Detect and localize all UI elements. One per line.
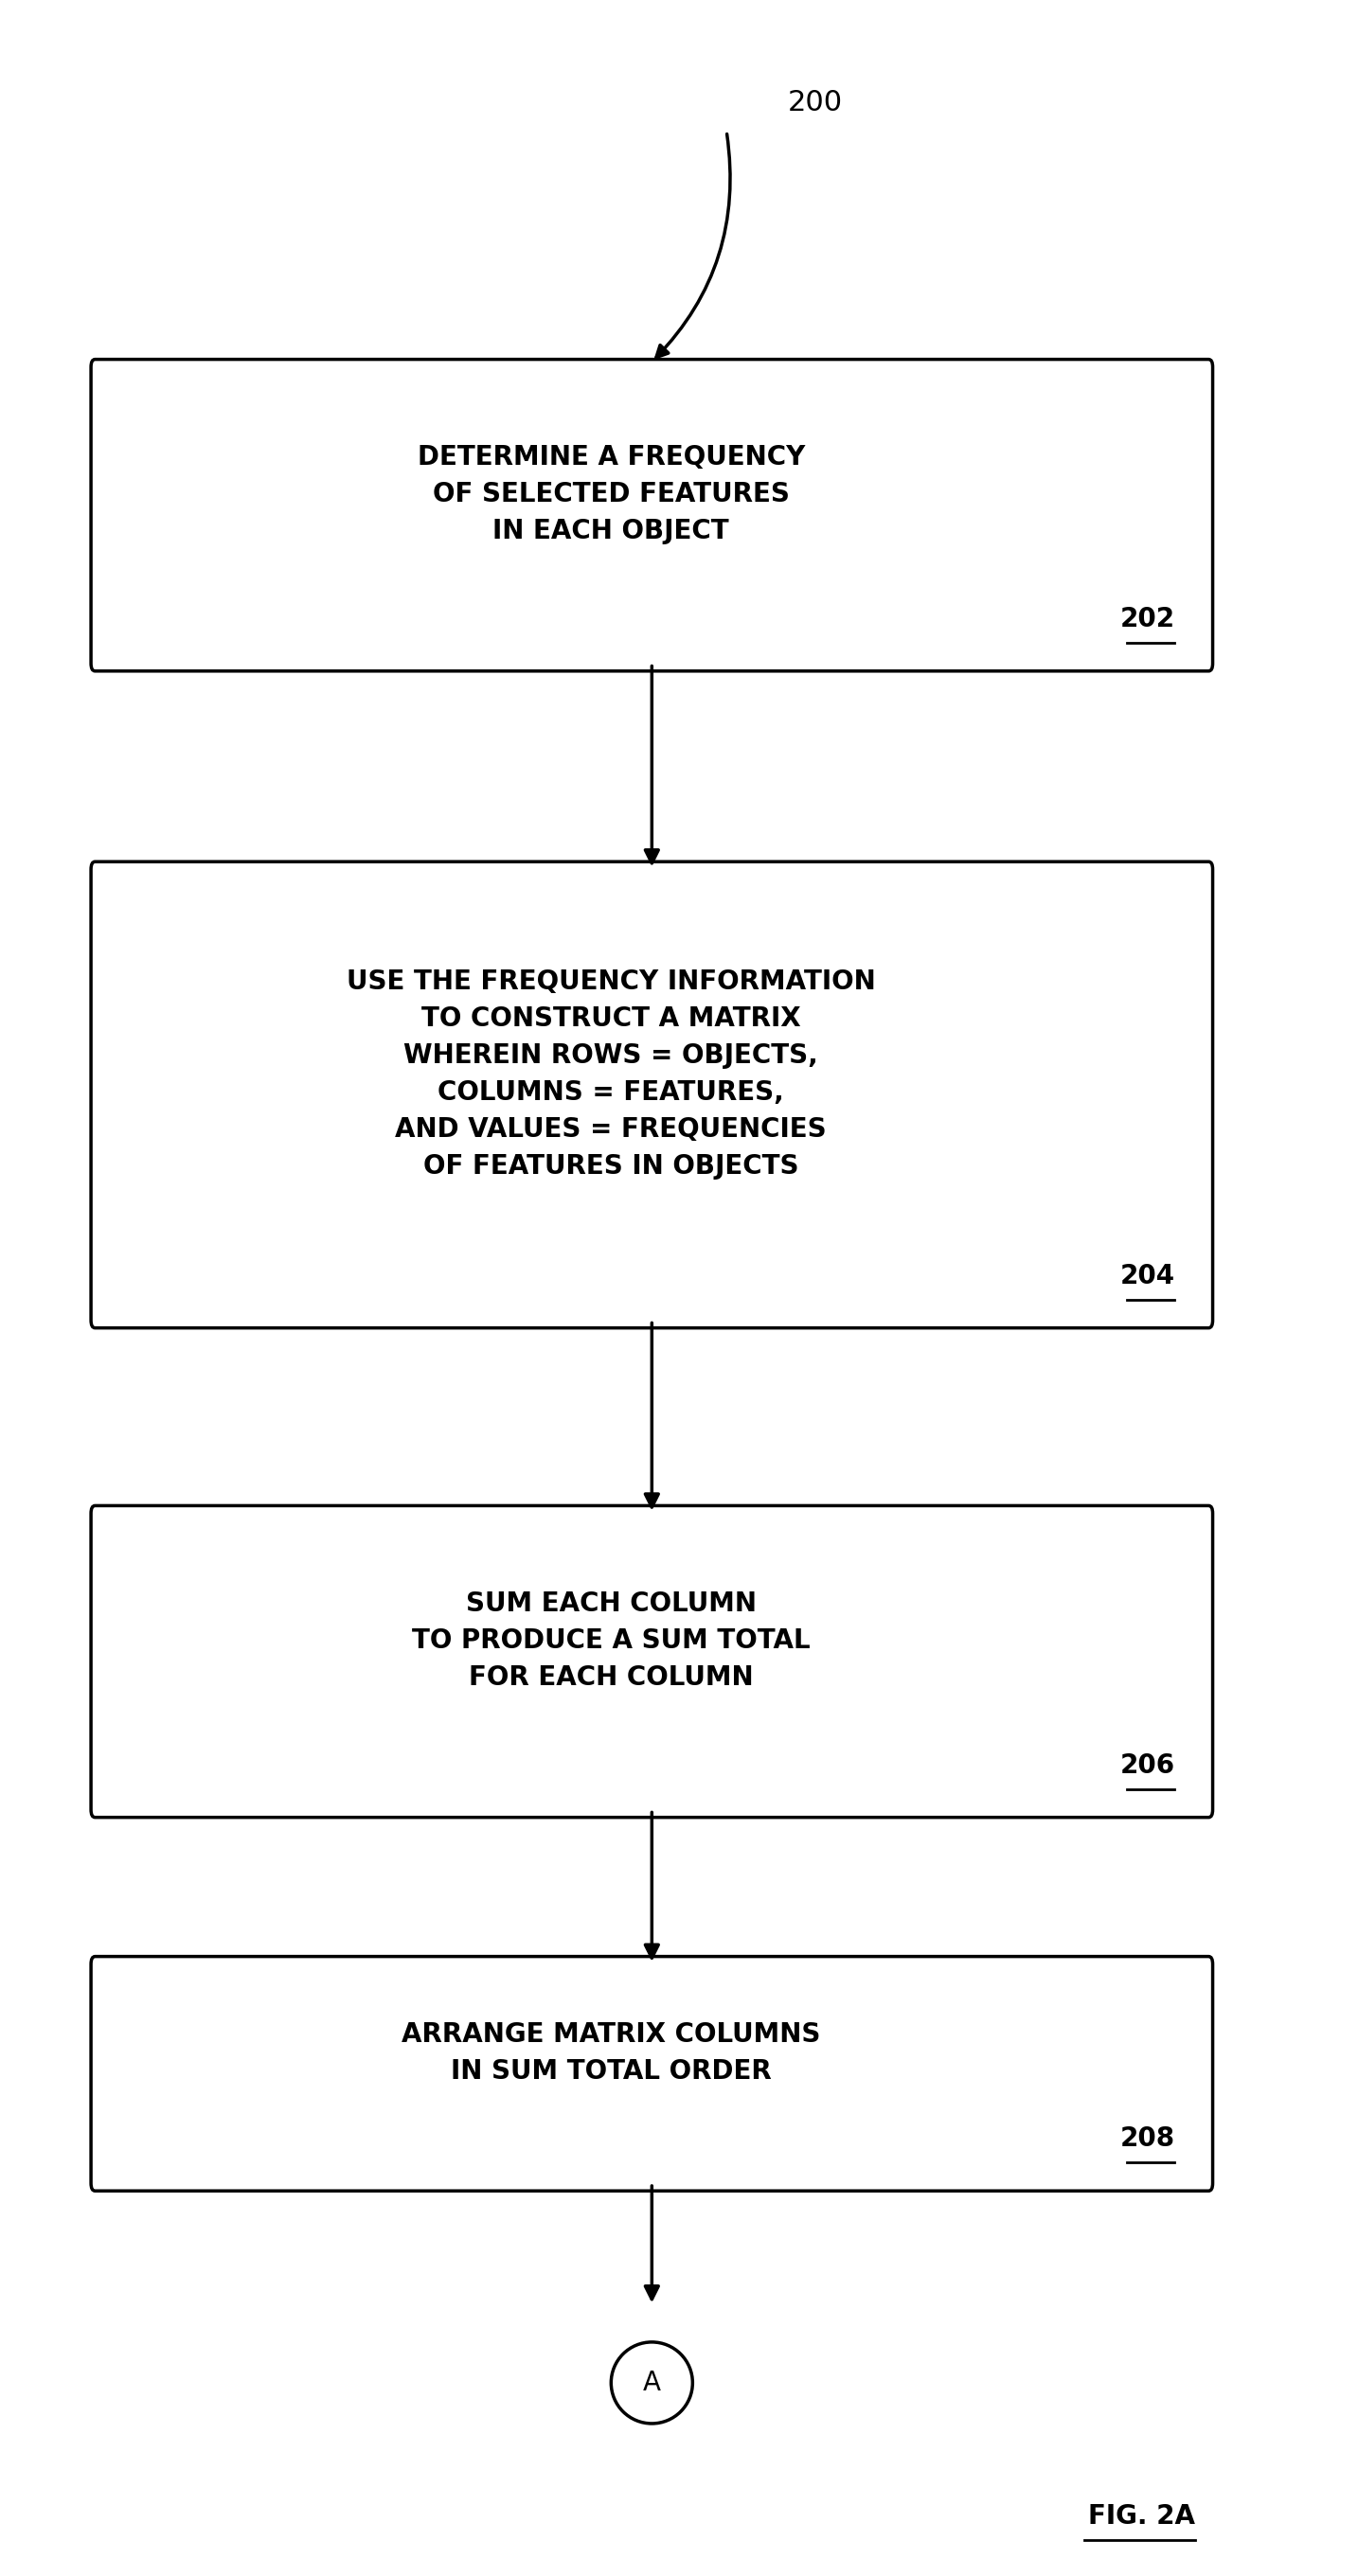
Text: 204: 204 — [1119, 1262, 1175, 1291]
FancyArrowPatch shape — [656, 134, 731, 358]
Text: 206: 206 — [1119, 1752, 1175, 1777]
FancyBboxPatch shape — [91, 1504, 1213, 1819]
Text: 208: 208 — [1119, 2125, 1175, 2151]
Text: USE THE FREQUENCY INFORMATION
TO CONSTRUCT A MATRIX
WHEREIN ROWS = OBJECTS,
COLU: USE THE FREQUENCY INFORMATION TO CONSTRU… — [346, 969, 876, 1180]
Text: ARRANGE MATRIX COLUMNS
IN SUM TOTAL ORDER: ARRANGE MATRIX COLUMNS IN SUM TOTAL ORDE… — [402, 2022, 820, 2084]
Text: DETERMINE A FREQUENCY
OF SELECTED FEATURES
IN EACH OBJECT: DETERMINE A FREQUENCY OF SELECTED FEATUR… — [417, 446, 805, 544]
Ellipse shape — [611, 2342, 693, 2424]
Text: 202: 202 — [1119, 605, 1175, 631]
Text: A: A — [642, 2370, 661, 2396]
Text: 200: 200 — [788, 90, 842, 116]
FancyBboxPatch shape — [91, 860, 1213, 1329]
FancyBboxPatch shape — [91, 358, 1213, 670]
Text: FIG. 2A: FIG. 2A — [1088, 2504, 1195, 2530]
FancyBboxPatch shape — [91, 1958, 1213, 2190]
Text: SUM EACH COLUMN
TO PRODUCE A SUM TOTAL
FOR EACH COLUMN: SUM EACH COLUMN TO PRODUCE A SUM TOTAL F… — [411, 1592, 811, 1690]
